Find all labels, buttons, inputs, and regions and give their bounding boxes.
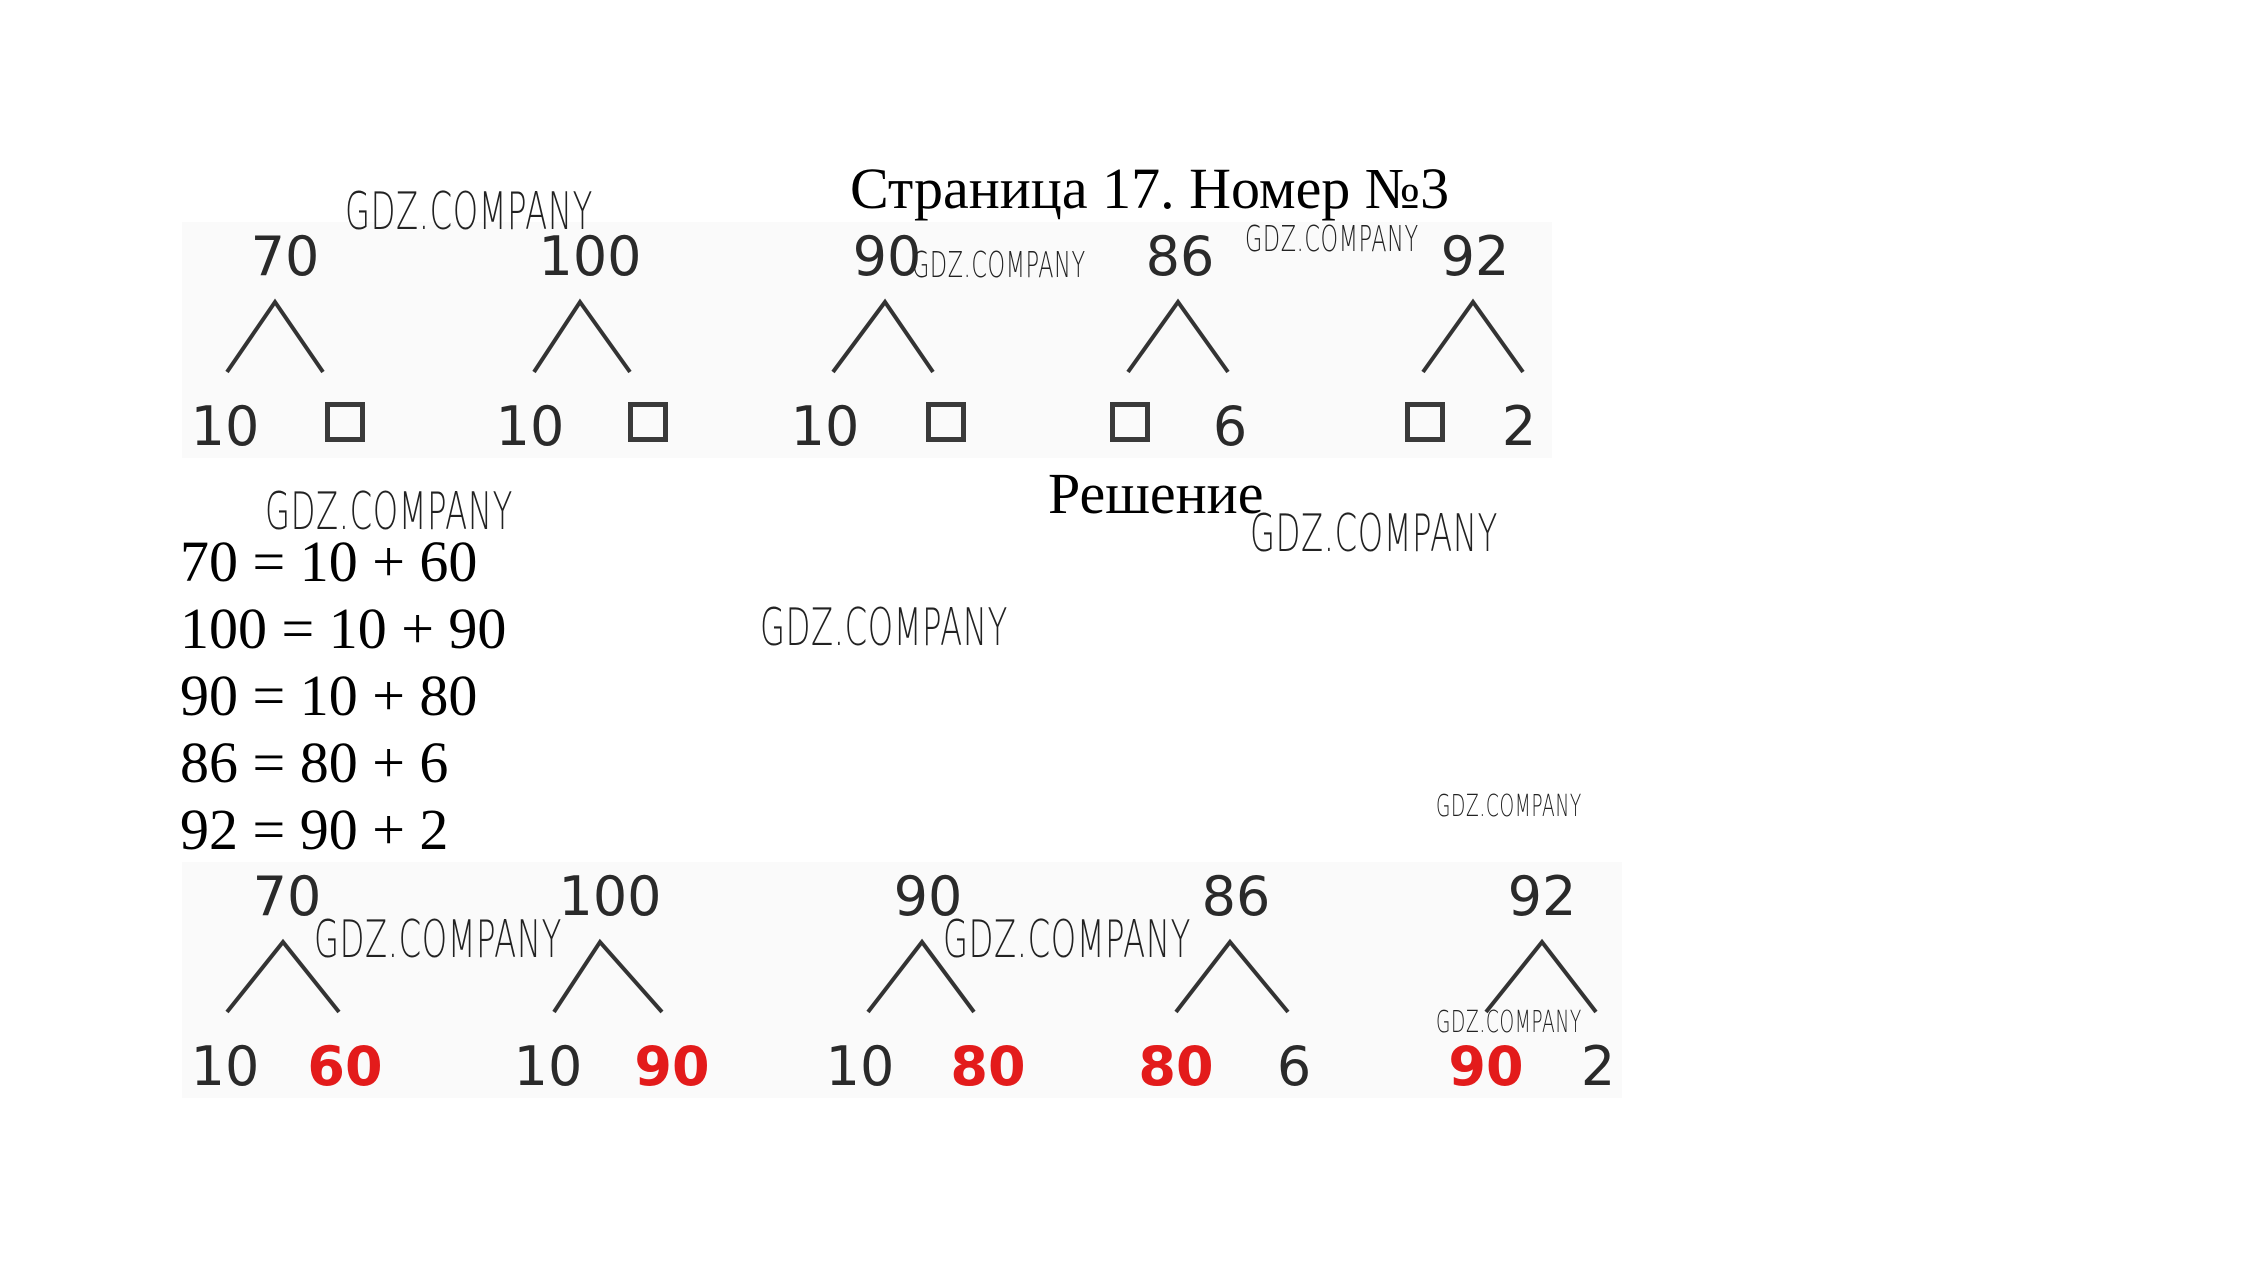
watermark: GDZ.COMPANY bbox=[1250, 504, 1498, 564]
empty-answer-box bbox=[628, 402, 668, 442]
equation-line: 100 = 10 + 90 bbox=[180, 596, 507, 661]
solution-heading: Решение bbox=[1048, 461, 1264, 526]
empty-answer-box bbox=[926, 402, 966, 442]
watermark: GDZ.COMPANY bbox=[345, 182, 593, 242]
equation-line: 92 = 90 + 2 bbox=[180, 797, 449, 862]
task-tree-3: 90 10 bbox=[791, 225, 1035, 454]
tree-top-number: 86 bbox=[1145, 225, 1215, 288]
task-tree-2: 100 10 bbox=[496, 225, 740, 454]
tree-left-number: 10 bbox=[190, 395, 260, 458]
equation-line: 70 = 10 + 60 bbox=[180, 529, 478, 594]
equation-list: 70 = 10 + 60 100 = 10 + 90 90 = 10 + 80 … bbox=[180, 528, 506, 863]
tree-top-number: 90 bbox=[852, 225, 922, 288]
watermark: GDZ.COMPANY bbox=[912, 245, 1086, 286]
watermark: GDZ.COMPANY bbox=[1245, 219, 1419, 260]
empty-answer-box bbox=[1405, 402, 1445, 442]
tree-top-number: 70 bbox=[252, 865, 322, 928]
tree-top-number: 86 bbox=[1201, 865, 1271, 928]
watermark: GDZ.COMPANY bbox=[314, 910, 562, 970]
answer-tree-1: 70 10 60 bbox=[191, 865, 435, 1094]
watermark: GDZ.COMPANY bbox=[1436, 789, 1582, 824]
watermark: GDZ.COMPANY bbox=[265, 482, 513, 542]
tree-top-number: 100 bbox=[538, 225, 642, 288]
tree-branches bbox=[552, 938, 664, 1014]
tree-right-number: 2 bbox=[1580, 1035, 1616, 1098]
tree-branches bbox=[1421, 298, 1525, 374]
tree-branches bbox=[225, 298, 325, 374]
answer-tree-2: 100 10 90 bbox=[514, 865, 760, 1094]
tree-left-number: 10 bbox=[190, 1035, 260, 1098]
tree-right-number: 6 bbox=[1212, 395, 1248, 458]
tree-right-number: 6 bbox=[1276, 1035, 1312, 1098]
tree-top-number: 90 bbox=[893, 865, 963, 928]
answer-number: 60 bbox=[307, 1035, 383, 1098]
answer-tree-4: 86 80 6 bbox=[1138, 865, 1380, 1094]
tree-branches bbox=[1174, 938, 1290, 1014]
task-tree-4: 86 6 bbox=[1110, 225, 1330, 454]
tree-top-number: 92 bbox=[1507, 865, 1577, 928]
watermark: GDZ.COMPANY bbox=[943, 910, 1191, 970]
tree-left-number: 10 bbox=[790, 395, 860, 458]
tree-branches bbox=[866, 938, 976, 1014]
tree-branches bbox=[831, 298, 935, 374]
tree-branches bbox=[1484, 938, 1598, 1014]
empty-answer-box bbox=[1110, 402, 1150, 442]
tree-right-number: 2 bbox=[1501, 395, 1537, 458]
equation-line: 90 = 10 + 80 bbox=[180, 663, 478, 728]
tree-left-number: 10 bbox=[495, 395, 565, 458]
answer-tree-3: 90 10 80 bbox=[826, 865, 1070, 1094]
answer-number: 90 bbox=[634, 1035, 710, 1098]
answer-number: 90 bbox=[1448, 1035, 1524, 1098]
task-diagram-strip bbox=[182, 222, 1552, 458]
tree-branches bbox=[532, 298, 632, 374]
tree-left-number: 10 bbox=[513, 1035, 583, 1098]
tree-branches bbox=[1126, 298, 1230, 374]
task-tree-5: 92 2 bbox=[1405, 225, 1625, 454]
task-tree-1: 70 10 bbox=[191, 225, 435, 454]
equation-line: 86 = 80 + 6 bbox=[180, 730, 449, 795]
answer-number: 80 bbox=[1138, 1035, 1214, 1098]
tree-left-number: 10 bbox=[825, 1035, 895, 1098]
tree-top-number: 70 bbox=[250, 225, 320, 288]
watermark: GDZ.COMPANY bbox=[760, 598, 1008, 658]
tree-top-number: 100 bbox=[558, 865, 662, 928]
tree-branches bbox=[225, 938, 341, 1014]
answer-diagram-strip bbox=[182, 862, 1622, 1098]
page-title: Страница 17. Номер №3 bbox=[850, 156, 1450, 221]
empty-answer-box bbox=[325, 402, 365, 442]
answer-tree-5: 92 90 2 bbox=[1448, 865, 1690, 1094]
tree-top-number: 92 bbox=[1440, 225, 1510, 288]
watermark: GDZ.COMPANY bbox=[1436, 1005, 1582, 1040]
answer-number: 80 bbox=[950, 1035, 1026, 1098]
